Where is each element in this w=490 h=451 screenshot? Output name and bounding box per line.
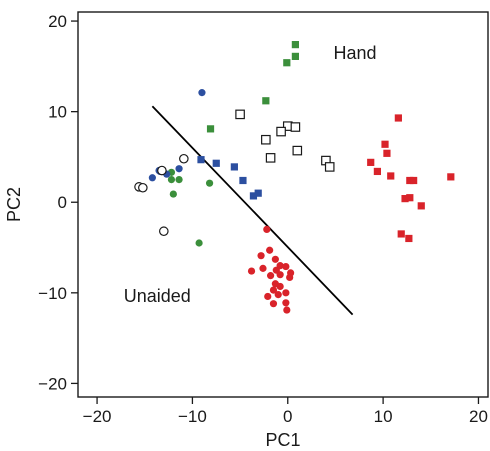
data-point-circle bbox=[267, 272, 275, 280]
series-3 bbox=[167, 168, 214, 247]
data-point-circle bbox=[266, 246, 274, 254]
data-point-square bbox=[394, 114, 402, 122]
data-point-square-open bbox=[290, 122, 301, 132]
data-point-circle bbox=[264, 292, 272, 301]
annotations: Hand Unaided bbox=[124, 43, 377, 306]
divider-line bbox=[151, 105, 354, 316]
data-point-circle bbox=[148, 174, 156, 182]
data-point-circle-open bbox=[179, 153, 189, 164]
data-point-square-open bbox=[324, 162, 335, 172]
axes: −20 −10 0 10 20 −20 −10 0 10 20 PC1 PC2 bbox=[4, 12, 488, 450]
data-point-circle-open bbox=[138, 182, 148, 193]
series-1 bbox=[247, 225, 295, 314]
data-point-square bbox=[387, 172, 395, 180]
series-0 bbox=[367, 114, 455, 243]
data-point-circle bbox=[198, 89, 206, 97]
data-point-square bbox=[447, 173, 455, 181]
data-point-square bbox=[401, 195, 409, 203]
x-tick-label: −20 bbox=[83, 407, 112, 426]
series-5 bbox=[148, 89, 206, 182]
data-point-square-open bbox=[261, 134, 271, 145]
data-point-circle bbox=[276, 282, 284, 291]
data-point-square-open bbox=[292, 145, 303, 156]
y-tick-label: 20 bbox=[48, 12, 67, 31]
data-point-square bbox=[212, 159, 220, 167]
data-point-circle bbox=[271, 255, 279, 263]
y-tick-label: −10 bbox=[38, 284, 67, 303]
series-7 bbox=[134, 153, 189, 237]
y-tick-label: −20 bbox=[38, 374, 67, 393]
data-point-square-open bbox=[235, 109, 245, 120]
data-point-circle bbox=[175, 175, 183, 184]
data-point-circle bbox=[269, 300, 278, 308]
data-point-circle bbox=[175, 165, 183, 173]
data-point-square bbox=[373, 167, 381, 176]
data-point-circle bbox=[282, 299, 290, 307]
data-point-circle bbox=[274, 291, 282, 299]
x-axis-label: PC1 bbox=[265, 430, 300, 450]
series-2 bbox=[206, 41, 299, 133]
data-point-square bbox=[291, 52, 299, 60]
data-point-circle bbox=[167, 175, 176, 184]
data-marks bbox=[134, 41, 455, 314]
x-tick-label: 10 bbox=[374, 407, 393, 426]
data-point-circle bbox=[257, 252, 265, 260]
data-point-circle bbox=[283, 306, 291, 314]
data-point-square bbox=[283, 59, 291, 67]
x-tick-label: 0 bbox=[283, 407, 292, 426]
y-tick-label: 0 bbox=[58, 193, 67, 212]
data-point-square bbox=[239, 176, 247, 185]
data-point-square-open bbox=[276, 126, 286, 137]
data-point-square bbox=[367, 158, 375, 166]
data-point-circle bbox=[282, 262, 290, 271]
data-point-circle bbox=[205, 179, 214, 187]
y-tick-label: 10 bbox=[48, 103, 67, 122]
data-point-square bbox=[262, 97, 270, 105]
data-point-square bbox=[254, 189, 262, 197]
data-point-square bbox=[381, 140, 389, 148]
data-point-square bbox=[230, 163, 238, 171]
plot-frame bbox=[77, 11, 489, 398]
data-point-circle bbox=[169, 190, 177, 198]
annotation-label: Unaided bbox=[124, 286, 191, 306]
data-point-square bbox=[249, 192, 258, 200]
data-point-square bbox=[206, 125, 215, 133]
data-point-circle bbox=[259, 264, 267, 272]
data-point-circle-open bbox=[159, 226, 169, 237]
data-point-square-open bbox=[265, 153, 276, 163]
divider-line-group bbox=[151, 105, 354, 316]
series-4 bbox=[197, 156, 262, 200]
data-point-square bbox=[406, 176, 414, 185]
data-point-square bbox=[291, 41, 299, 49]
data-point-circle bbox=[247, 267, 256, 275]
data-point-circle bbox=[286, 273, 294, 282]
x-tick-label: 20 bbox=[469, 407, 488, 426]
data-point-circle bbox=[276, 271, 284, 279]
data-point-circle bbox=[269, 286, 278, 294]
annotation-label: Hand bbox=[334, 43, 377, 63]
data-point-square bbox=[397, 230, 405, 238]
data-point-circle bbox=[282, 289, 290, 297]
series-6 bbox=[235, 109, 335, 172]
x-tick-label: −10 bbox=[178, 407, 207, 426]
data-point-square bbox=[410, 176, 418, 185]
data-point-square bbox=[405, 234, 413, 243]
data-point-square bbox=[417, 202, 425, 210]
data-point-circle-open bbox=[157, 165, 167, 176]
data-point-circle bbox=[263, 225, 271, 234]
data-point-circle bbox=[195, 239, 203, 247]
data-point-square bbox=[383, 149, 391, 157]
y-axis-label: PC2 bbox=[4, 187, 24, 222]
data-point-square bbox=[406, 194, 414, 202]
data-point-square bbox=[197, 156, 205, 164]
